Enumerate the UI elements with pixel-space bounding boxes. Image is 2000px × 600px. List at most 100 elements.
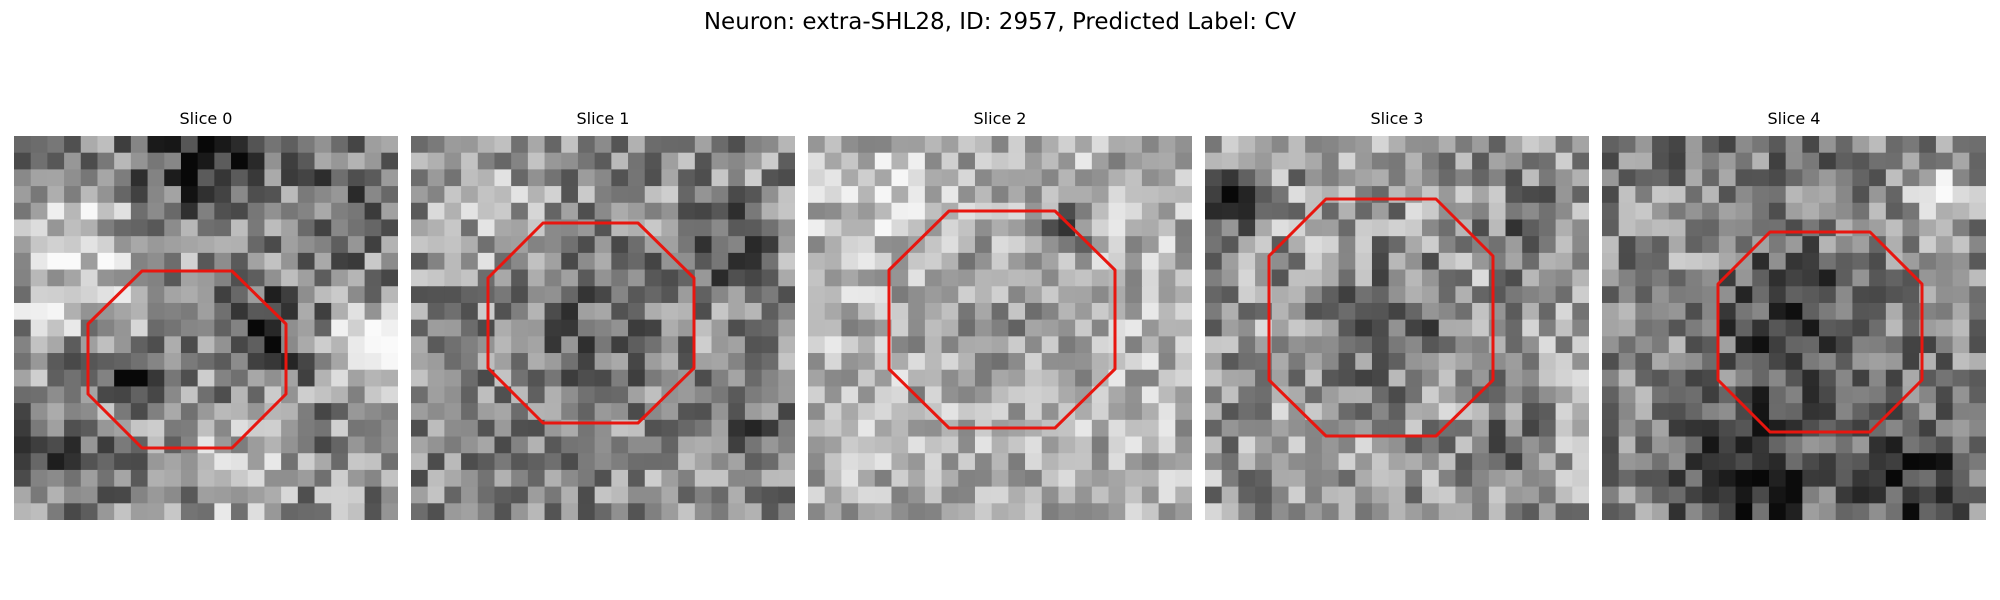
pixel <box>841 486 859 504</box>
pixel <box>1221 436 1239 454</box>
pixel <box>824 469 842 488</box>
pixel <box>314 336 332 354</box>
pixel <box>611 136 629 154</box>
pixel <box>858 353 876 371</box>
pixel <box>381 186 398 204</box>
pixel <box>1522 486 1540 504</box>
pixel <box>711 486 729 504</box>
pixel <box>1041 152 1060 170</box>
pixel <box>444 436 462 454</box>
pixel <box>214 269 232 287</box>
pixel <box>1668 419 1687 438</box>
pixel <box>1338 469 1356 488</box>
pixel <box>1238 186 1256 204</box>
pixel <box>761 269 779 287</box>
pixel <box>1652 152 1670 170</box>
pixel <box>1488 453 1507 471</box>
pixel <box>728 152 746 170</box>
pixel <box>281 186 299 204</box>
pixel <box>180 136 199 154</box>
pixel <box>164 252 182 271</box>
pixel <box>858 169 876 187</box>
pixel <box>1125 386 1143 404</box>
pixel <box>744 469 763 488</box>
pixel <box>1238 386 1256 404</box>
pixel <box>1405 302 1423 321</box>
pixel <box>1718 503 1737 520</box>
pixel <box>874 169 893 187</box>
pixel <box>494 386 512 404</box>
pixel <box>180 419 199 438</box>
pixel <box>1919 353 1937 371</box>
pixel <box>1472 353 1490 371</box>
pixel <box>1869 252 1887 271</box>
pixel <box>477 319 496 337</box>
pixel <box>1802 269 1820 287</box>
pixel <box>1685 152 1703 170</box>
pixel <box>347 353 366 371</box>
pixel <box>908 436 926 454</box>
pixel <box>1438 186 1457 204</box>
pixel <box>711 186 729 204</box>
pixel <box>1869 403 1887 421</box>
pixel <box>678 202 696 221</box>
pixel <box>1768 169 1787 187</box>
pixel <box>364 202 382 221</box>
pixel <box>1075 469 1093 488</box>
pixel <box>1902 169 1920 187</box>
pixel <box>1205 169 1223 187</box>
pixel <box>1752 403 1770 421</box>
pixel <box>1125 219 1143 237</box>
pixel <box>494 453 512 471</box>
pixel <box>477 486 496 504</box>
pixel <box>808 369 826 388</box>
pixel <box>1522 319 1540 337</box>
pixel <box>494 286 512 304</box>
pixel <box>628 169 646 187</box>
pixel <box>974 269 993 287</box>
pixel <box>1388 252 1406 271</box>
pixel <box>594 403 612 421</box>
pixel <box>197 503 215 520</box>
pixel <box>644 436 663 454</box>
pixel <box>958 319 976 337</box>
pixel <box>891 469 909 488</box>
pixel <box>1618 236 1636 254</box>
pixel <box>778 503 795 520</box>
pixel <box>297 186 316 204</box>
pixel <box>30 503 48 520</box>
pixel <box>744 353 763 371</box>
pixel <box>1852 436 1870 454</box>
pixel <box>214 136 232 154</box>
pixel <box>30 369 48 388</box>
pixel <box>1522 252 1540 271</box>
pixel <box>874 486 893 504</box>
pixel <box>1025 136 1043 154</box>
pixel <box>130 486 149 504</box>
pixel <box>1572 136 1589 154</box>
pixel <box>1205 386 1223 404</box>
pixel <box>1702 269 1720 287</box>
pixel <box>661 202 679 221</box>
pixel <box>1355 269 1373 287</box>
pixel <box>611 336 629 354</box>
pixel <box>1488 202 1507 221</box>
pixel <box>1091 219 1110 237</box>
pixel <box>477 169 496 187</box>
pixel <box>1422 236 1440 254</box>
pixel <box>1271 319 1290 337</box>
pixel <box>114 286 132 304</box>
pixel <box>661 336 679 354</box>
pixel <box>824 419 842 438</box>
pixel <box>1618 136 1636 154</box>
pixel <box>411 469 429 488</box>
pixel <box>114 336 132 354</box>
pixel <box>1355 152 1373 170</box>
pixel <box>1438 319 1457 337</box>
pixel <box>744 302 763 321</box>
pixel <box>611 353 629 371</box>
pixel <box>711 436 729 454</box>
pixel <box>1321 269 1340 287</box>
pixel <box>281 169 299 187</box>
pixel <box>874 386 893 404</box>
